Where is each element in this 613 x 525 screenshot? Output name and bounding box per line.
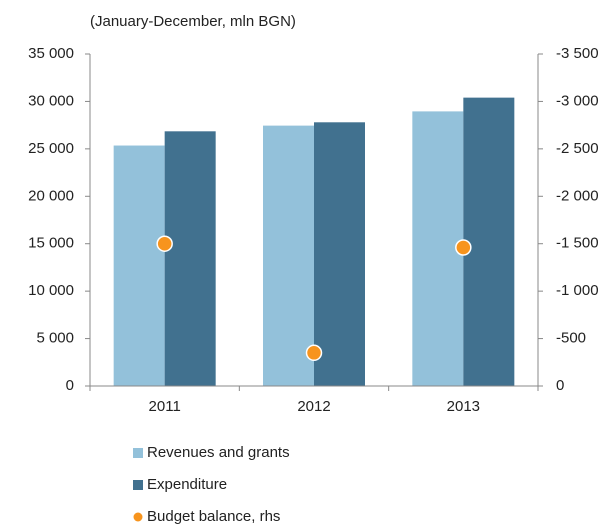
y2-tick-label: -1 000: [556, 282, 599, 299]
legend-marker: [133, 480, 143, 490]
point: [455, 239, 472, 256]
y2-tick-label: 0: [556, 377, 564, 394]
y2-tick-label: -2 000: [556, 187, 599, 204]
y-tick-label: 0: [66, 377, 74, 394]
bar: [263, 125, 314, 387]
y2-tick-label: -3 000: [556, 92, 599, 109]
x-tick-label: 2011: [149, 398, 181, 415]
y2-tick-label: -3 500: [556, 45, 599, 62]
point: [156, 235, 173, 252]
y-tick-label: 25 000: [28, 140, 74, 157]
y2-tick-label: -2 500: [556, 140, 599, 157]
y-tick-label: 20 000: [28, 187, 74, 204]
bar: [113, 145, 165, 386]
bar: [412, 111, 464, 386]
y-tick-label: 15 000: [28, 235, 74, 252]
y-tick-label: 35 000: [28, 45, 74, 62]
chart-subtitle: (January-December, mln BGN): [90, 13, 296, 30]
legend-label: Budget balance, rhs: [147, 508, 280, 525]
bar: [164, 131, 216, 386]
bar: [463, 97, 515, 387]
y2-tick-label: -1 500: [556, 235, 599, 252]
legend-marker: [133, 512, 143, 522]
y-tick-label: 10 000: [28, 282, 74, 299]
x-tick-label: 2012: [297, 398, 330, 415]
point: [305, 344, 323, 362]
legend-label: Revenues and grants: [147, 444, 290, 461]
y-tick-label: 30 000: [28, 92, 74, 109]
legend-marker: [133, 448, 143, 458]
bar: [314, 122, 365, 386]
legend-label: Expenditure: [147, 476, 227, 493]
y2-tick-label: -500: [556, 330, 586, 347]
y-tick-label: 5 000: [36, 330, 74, 347]
x-tick-label: 2013: [447, 398, 480, 415]
